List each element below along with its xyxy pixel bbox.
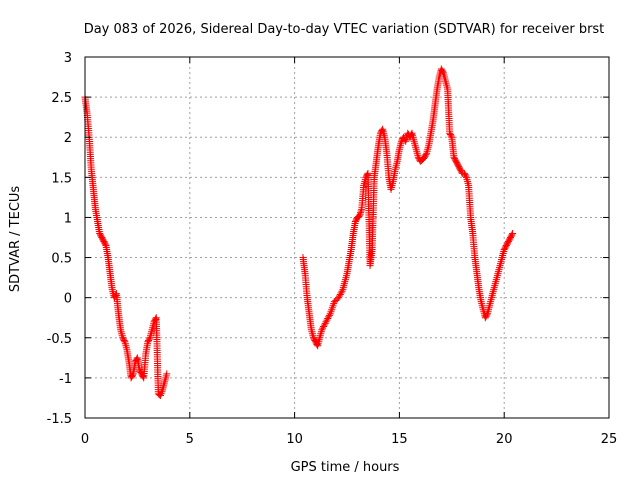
data-point — [335, 292, 343, 300]
y-tick-label: 1 — [64, 211, 72, 226]
data-point — [462, 172, 470, 180]
data-point — [363, 171, 371, 179]
x-tick-label: 15 — [391, 432, 408, 447]
grid-lines — [85, 57, 609, 418]
y-tick-label: 0.5 — [51, 252, 72, 267]
data-point — [120, 336, 128, 344]
y-tick-label: 3 — [64, 51, 72, 66]
data-point — [101, 240, 109, 248]
data-point — [337, 289, 345, 297]
data-point — [439, 68, 447, 76]
y-tick-label: 2.5 — [51, 91, 72, 106]
data-point — [422, 151, 430, 159]
data-point — [318, 326, 326, 334]
data-point — [320, 323, 328, 331]
data-point — [145, 335, 153, 343]
data-point — [508, 231, 516, 239]
data-point — [325, 311, 333, 319]
data-point — [152, 315, 160, 323]
data-point — [509, 229, 517, 237]
data-point — [356, 210, 364, 218]
data-point — [324, 315, 332, 323]
series-segment-1 — [81, 93, 171, 400]
chart-title: Day 083 of 2026, Sidereal Day-to-day VTE… — [84, 22, 605, 37]
data-point — [335, 294, 343, 302]
y-tick-label: -1 — [59, 372, 72, 387]
x-tick-label: 10 — [286, 432, 303, 447]
data-point — [336, 290, 344, 298]
data-point — [319, 324, 327, 332]
data-point — [357, 207, 365, 215]
series-segment-2 — [299, 65, 517, 350]
data-points — [81, 65, 517, 400]
data-point — [129, 371, 137, 379]
data-point — [323, 316, 331, 324]
y-tick-label: -1.5 — [47, 412, 72, 427]
x-tick-label: 0 — [81, 432, 89, 447]
data-point — [321, 319, 329, 327]
y-axis-label: SDTVAR / TECUs — [8, 186, 23, 293]
y-tick-label: 1.5 — [51, 171, 72, 186]
y-tick-label: 0 — [64, 292, 72, 307]
x-tick-label: 25 — [601, 432, 618, 447]
data-point — [163, 370, 171, 378]
x-tick-label: 20 — [496, 432, 513, 447]
data-point — [320, 321, 328, 329]
plot-frame — [84, 56, 610, 419]
y-tick-label: 2 — [64, 131, 72, 146]
data-point — [447, 132, 455, 140]
data-point — [483, 311, 491, 319]
data-point — [356, 212, 364, 220]
data-point — [139, 373, 147, 381]
y-tick-label: -0.5 — [47, 332, 72, 347]
axis-ticks: 0 5 10 15 20 25 -1.5 -1 -0.5 0 0.5 1 1.5 2 2.5 3 — [47, 51, 618, 447]
data-point — [338, 287, 346, 295]
data-point — [325, 313, 333, 321]
data-point — [357, 209, 365, 217]
data-point — [322, 318, 330, 326]
x-axis-label: GPS time / hours — [291, 460, 400, 475]
x-tick-label: 5 — [186, 432, 194, 447]
